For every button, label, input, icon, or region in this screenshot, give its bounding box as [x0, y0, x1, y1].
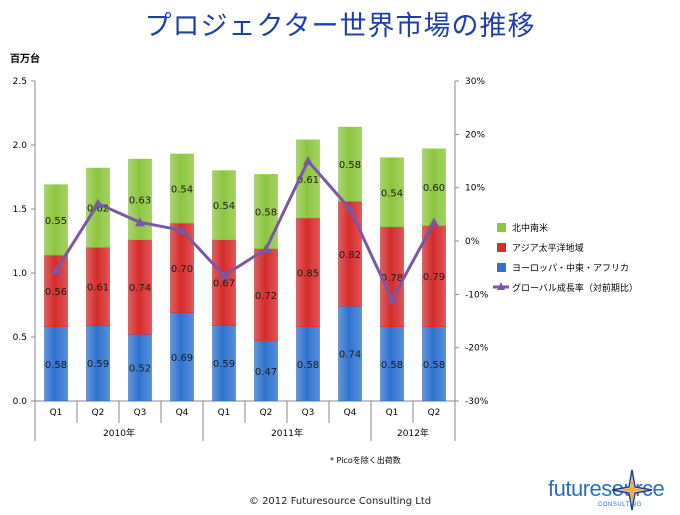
bar-data-label: 0.85 — [297, 268, 319, 279]
x-tick-label: Q2 — [92, 408, 105, 418]
bar-data-label: 0.61 — [87, 282, 109, 293]
bar-data-label: 0.74 — [339, 350, 361, 361]
bar-americas — [338, 126, 362, 202]
y-tick-label: 1.0 — [13, 269, 28, 279]
bar-data-label: 0.74 — [129, 283, 151, 294]
legend-swatch — [497, 263, 506, 272]
bar-data-label: 0.58 — [423, 360, 445, 371]
footnote: * Picoを除く出荷数 — [330, 456, 401, 465]
bar-data-label: 0.82 — [339, 250, 361, 261]
x-tick-label: Q1 — [386, 408, 399, 418]
bar-americas — [296, 139, 320, 219]
x-tick-label: Q3 — [134, 408, 147, 418]
bar-data-label: 0.47 — [255, 367, 277, 378]
futuresource-logo: futuresource CONSULTING — [548, 469, 673, 512]
x-tick-label: Q2 — [260, 408, 273, 418]
bar-data-label: 0.59 — [213, 359, 235, 370]
logo-subtitle: CONSULTING — [598, 502, 642, 508]
growth-rate-line — [54, 159, 436, 302]
bar-data-label: 0.78 — [381, 273, 403, 284]
bar-data-label: 0.54 — [381, 188, 403, 199]
bar-americas — [44, 184, 68, 256]
legend-label: アジア太平洋地域 — [512, 242, 584, 254]
legend-line-marker — [497, 282, 505, 290]
bar-data-label: 0.72 — [255, 291, 277, 302]
bar-data-label: 0.52 — [129, 364, 151, 375]
bar-data-label: 0.54 — [213, 201, 235, 212]
bar-data-label: 0.70 — [171, 264, 193, 275]
year-group-label: 2012年 — [397, 427, 429, 439]
bar-data-label: 0.55 — [45, 216, 67, 227]
bar-data-label: 0.60 — [423, 183, 445, 194]
y2-tick-label: -30% — [465, 397, 489, 407]
bar-data-label: 0.58 — [297, 360, 319, 371]
y2-tick-label: 20% — [465, 130, 485, 140]
bar-data-label: 0.58 — [255, 208, 277, 219]
x-tick-label: Q3 — [302, 408, 315, 418]
growth-rate-point — [261, 244, 271, 253]
y-tick-label: 2.0 — [13, 141, 28, 151]
bar-americas — [380, 157, 404, 228]
x-tick-label: Q4 — [344, 408, 357, 418]
x-tick-label: Q4 — [176, 408, 189, 418]
growth-rate-point — [219, 270, 229, 280]
y2-tick-label: -10% — [465, 290, 489, 300]
growth-rate-point — [345, 204, 355, 213]
y2-tick-label: 10% — [465, 184, 485, 194]
bar-data-label: 0.79 — [423, 272, 445, 283]
y-tick-label: 2.5 — [13, 77, 27, 87]
legend-swatch — [497, 243, 506, 252]
bar-data-label: 0.58 — [381, 360, 403, 371]
bar-americas — [170, 153, 194, 224]
chart-svg: 0.0 0.5 1.0 1.5 2.0 2.5 -30% -20% -10% 0% 10% 20% 30… — [13, 77, 638, 441]
growth-rate-point — [177, 225, 187, 235]
bar-data-label: 0.67 — [213, 279, 235, 290]
growth-rate-point — [51, 265, 61, 275]
x-tick-label: Q1 — [218, 408, 231, 418]
legend-label: グローバル成長率（対前期比） — [512, 282, 638, 294]
legend-swatch — [497, 223, 506, 232]
y2-tick-label: 0% — [465, 237, 480, 247]
growth-rate-point — [387, 294, 397, 304]
chart-title: プロジェクター世界市場の推移 — [144, 11, 536, 42]
y-tick-label: 0.5 — [13, 333, 27, 343]
bar-data-label: 0.61 — [297, 175, 319, 186]
legend-label: 北中南米 — [512, 222, 548, 234]
bar-data-label: 0.58 — [339, 160, 361, 171]
bar-data-label: 0.54 — [171, 185, 193, 196]
bar-data-label: 0.58 — [45, 360, 67, 371]
growth-rate-point — [93, 198, 103, 208]
bar-data-label: 0.69 — [171, 353, 193, 364]
growth-rate-point — [303, 156, 313, 165]
bar-data-label: 0.59 — [87, 359, 109, 370]
y2-tick-label: -20% — [465, 344, 489, 354]
y-tick-label: 1.5 — [13, 205, 27, 215]
growth-rate-point — [429, 217, 439, 227]
x-tick-label: Q2 — [428, 408, 441, 418]
y-axis-unit-label: 百万台 — [10, 54, 40, 65]
legend-label: ヨーロッパ・中東・アフリカ — [512, 262, 629, 274]
bar-data-label: 0.62 — [87, 204, 109, 215]
bar-data-label: 0.56 — [45, 287, 67, 298]
logo-star-icon — [611, 469, 653, 511]
x-tick-label: Q1 — [50, 408, 63, 418]
year-group-label: 2011年 — [271, 427, 303, 439]
bar-americas — [212, 170, 236, 240]
y-tick-label: 0.0 — [13, 397, 28, 407]
copyright: © 2012 Futuresource Consulting Ltd — [248, 496, 432, 507]
bar-data-label: 0.63 — [129, 195, 151, 206]
growth-rate-point — [135, 217, 145, 227]
year-group-label: 2010年 — [103, 427, 135, 439]
y2-tick-label: 30% — [465, 77, 485, 87]
